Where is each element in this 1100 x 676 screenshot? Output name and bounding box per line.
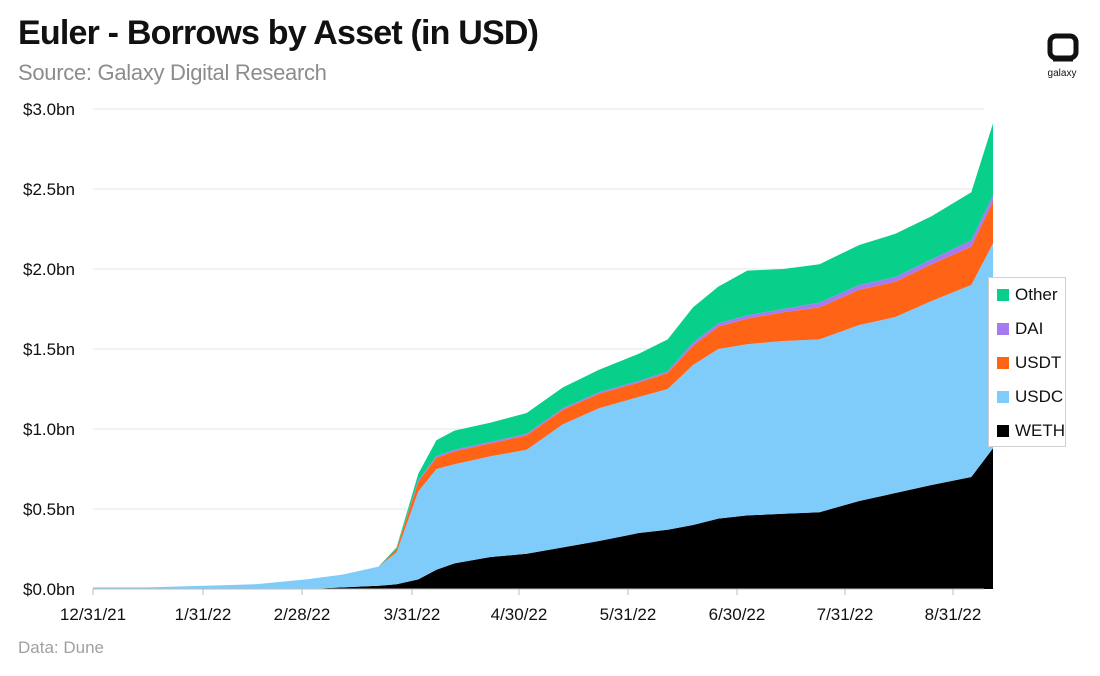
legend-label: Other — [1015, 285, 1058, 304]
legend: Other DAI USDT USDC WETH — [988, 277, 1066, 447]
y-tick-labels: $0.0bn $0.5bn $1.0bn $1.5bn $2.0bn $2.5bn $3.0… — [23, 100, 75, 599]
legend-label: USDC — [1015, 387, 1064, 406]
y-tick-label: $0.5bn — [23, 500, 75, 519]
x-tick-labels: 12/31/21 1/31/22 2/28/22 3/31/22 4/30/22 5/31… — [60, 589, 981, 624]
chart-subtitle: Source: Galaxy Digital Research — [18, 60, 327, 85]
y-tick-label: $1.0bn — [23, 420, 75, 439]
y-tick-label: $1.5bn — [23, 340, 75, 359]
chart-title: Euler - Borrows by Asset (in USD) — [18, 14, 539, 52]
y-tick-label: $3.0bn — [23, 100, 75, 119]
y-tick-label: $0.0bn — [23, 580, 75, 599]
logo-text: galaxy — [1047, 68, 1077, 79]
x-tick-label: 12/31/21 — [60, 605, 126, 624]
x-tick-label: 1/31/22 — [175, 605, 232, 624]
stacked-areas — [93, 123, 993, 589]
legend-item-weth: WETH — [997, 421, 1065, 441]
area-usdc — [93, 243, 993, 589]
legend-label: USDT — [1015, 353, 1062, 372]
data-source-note: Data: Dune — [18, 638, 104, 657]
x-tick-label: 5/31/22 — [600, 605, 657, 624]
legend-swatch — [997, 289, 1009, 301]
area-weth — [93, 448, 993, 589]
legend-swatch — [997, 323, 1009, 335]
legend-item-usdt: USDT — [997, 353, 1061, 373]
galaxy-logo-icon — [1047, 33, 1079, 62]
x-tick-label: 3/31/22 — [384, 605, 441, 624]
legend-label: WETH — [1015, 421, 1066, 440]
x-tick-label: 8/31/22 — [925, 605, 982, 624]
legend-item-dai: DAI — [997, 319, 1043, 339]
x-tick-label: 2/28/22 — [274, 605, 331, 624]
legend-swatch — [997, 425, 1009, 437]
legend-swatch — [997, 391, 1009, 403]
x-tick-label: 4/30/22 — [491, 605, 548, 624]
y-tick-label: $2.0bn — [23, 260, 75, 279]
legend-item-other: Other — [997, 285, 1058, 305]
legend-label: DAI — [1015, 319, 1044, 338]
x-tick-label: 6/30/22 — [709, 605, 766, 624]
x-tick-label: 7/31/22 — [817, 605, 874, 624]
legend-item-usdc: USDC — [997, 387, 1063, 407]
y-tick-label: $2.5bn — [23, 180, 75, 199]
legend-swatch — [997, 357, 1009, 369]
